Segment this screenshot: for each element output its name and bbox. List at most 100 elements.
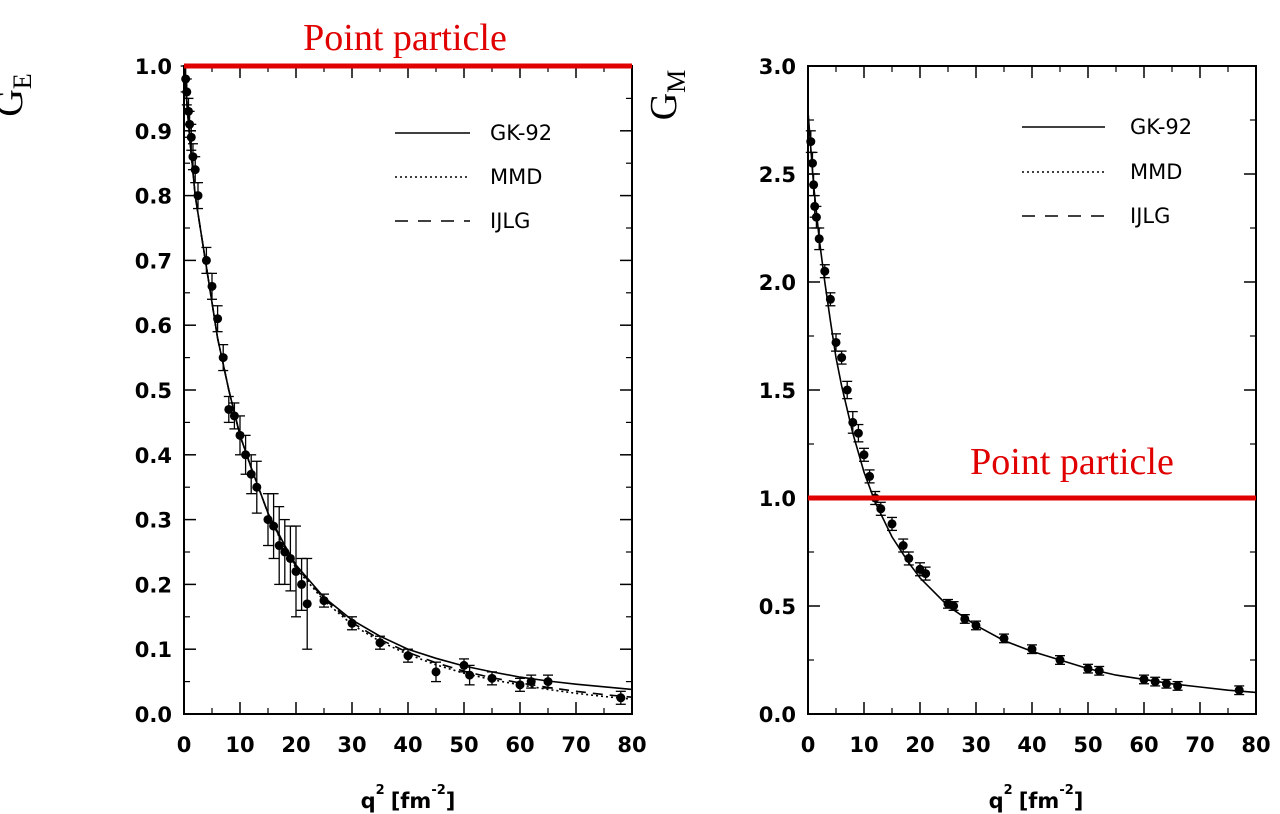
gm-data-point (876, 504, 886, 514)
ge-data-point (190, 165, 200, 175)
ge-data-point (229, 411, 239, 421)
ge-data-point (218, 353, 228, 363)
ge-data-point (285, 553, 295, 563)
gm-ylabel: GM (643, 70, 691, 121)
ge-data-point (263, 515, 273, 525)
gm-y-tick-label: 1.5 (759, 379, 796, 403)
ge-ylabel-sub: E (8, 73, 37, 89)
gm-ticks (807, 65, 1257, 715)
ge-data-points (180, 65, 626, 705)
gm-data-point (859, 450, 869, 460)
ge-data-point (274, 541, 284, 551)
gm-ylabel-sub: M (662, 70, 691, 93)
gm-data-point (999, 633, 1009, 643)
gm-legend-mmd: MMD (1130, 160, 1182, 184)
ge-xlabel-unit-sup: -2 (431, 783, 445, 798)
ge-data-point (487, 673, 497, 683)
ge-data-point (347, 618, 357, 628)
ge-xlabel-close: ] (446, 789, 456, 813)
ge-data-point (515, 680, 525, 690)
gm-data-point (811, 212, 821, 222)
ge-xlabel-main: q (361, 789, 376, 813)
ge-data-point (375, 638, 385, 648)
gm-chart: 0 10 20 30 40 50 60 70 80 0.0 0.5 1.0 1.5 2.0 2.5 3.0 G… (643, 55, 1271, 813)
ge-legend-mmd: MMD (490, 165, 542, 189)
gm-y-tick-label: 2.0 (759, 271, 796, 295)
ge-data-point (207, 281, 217, 291)
ge-ylabel: GE (0, 73, 37, 116)
ge-data-point (543, 677, 553, 687)
gm-data-point (814, 234, 824, 244)
gm-x-tick-label: 70 (1185, 733, 1214, 757)
ge-data-point (201, 255, 211, 265)
ge-x-tick-label: 70 (561, 733, 590, 757)
ge-curves (183, 65, 633, 700)
gm-data-point (853, 428, 863, 438)
gm-data-point (904, 553, 914, 563)
gm-x-tick-label: 40 (1017, 733, 1046, 757)
ge-y-tick-label: 0.8 (135, 185, 172, 209)
ge-data-point (459, 660, 469, 670)
gm-data-point (848, 417, 858, 427)
gm-data-points (805, 130, 1245, 696)
gm-data-point (887, 519, 897, 529)
ge-data-point (280, 547, 290, 557)
gm-legend: GK-92 MMD IJLG (1022, 115, 1192, 228)
ge-y-tick-label: 0.7 (135, 249, 172, 273)
ge-data-point (186, 132, 196, 142)
ge-legend: GK-92 MMD IJLG (395, 121, 552, 233)
ge-y-tick-label: 0.3 (135, 509, 172, 533)
gm-data-point (898, 541, 908, 551)
ge-chart: 0 10 20 30 40 50 60 70 80 0.0 0.1 0.2 0.3 0.4 0.5 0.6 0.… (0, 17, 647, 813)
gm-x-tick-label: 30 (961, 733, 990, 757)
ge-x-tick-label: 40 (393, 733, 422, 757)
gm-data-point (1055, 655, 1065, 665)
gm-xlabel-main: q (989, 789, 1004, 813)
gm-data-point (960, 614, 970, 624)
gm-data-point (1083, 664, 1093, 674)
gm-data-point (831, 337, 841, 347)
gm-data-point (806, 137, 816, 147)
ge-data-point (235, 430, 245, 440)
ge-data-point (224, 404, 234, 414)
ge-y-tick-label: 0.5 (135, 379, 172, 403)
ge-data-point (403, 651, 413, 661)
ge-x-tick-label: 50 (449, 733, 478, 757)
ge-curve-mmd (183, 65, 633, 700)
ge-x-tick-label: 20 (281, 733, 310, 757)
ge-x-tick-label: 80 (617, 733, 646, 757)
gm-data-point (820, 266, 830, 276)
ge-data-point (213, 314, 223, 324)
gm-data-point (809, 180, 819, 190)
ge-data-point (193, 191, 203, 201)
gm-xlabel-unit: [fm (1019, 789, 1060, 813)
ge-x-tick-label: 10 (225, 733, 254, 757)
ge-y-tick-label: 0.4 (135, 444, 172, 468)
gm-data-point (1173, 681, 1183, 691)
gm-xlabel-sup: 2 (1004, 783, 1013, 798)
ge-y-tick-label: 0.1 (135, 638, 172, 662)
ge-y-tick-label: 0.2 (135, 573, 172, 597)
ge-y-tick-label: 1.0 (135, 55, 172, 79)
gm-tick-labels: 0 10 20 30 40 50 60 70 80 0.0 0.5 1.0 1.5 2.0 2.5 3.0 (759, 55, 1271, 757)
gm-xlabel-close: ] (1074, 789, 1084, 813)
ge-data-point (246, 469, 256, 479)
ge-data-point (252, 482, 262, 492)
ge-ylabel-main: G (0, 89, 31, 116)
gm-data-point (1027, 644, 1037, 654)
gm-curve-gk92 (807, 111, 1257, 694)
gm-data-point (971, 620, 981, 630)
ge-y-tick-label: 0.0 (135, 703, 172, 727)
gm-data-point (825, 294, 835, 304)
gm-y-tick-label: 0.0 (759, 703, 796, 727)
ge-data-point (319, 596, 329, 606)
gm-data-point (921, 569, 931, 579)
gm-point-particle-label: Point particle (970, 441, 1174, 483)
ge-x-tick-label: 0 (177, 733, 192, 757)
gm-curves (807, 111, 1257, 694)
gm-x-tick-label: 20 (905, 733, 934, 757)
gm-x-tick-label: 10 (849, 733, 878, 757)
gm-y-tick-label: 0.5 (759, 595, 796, 619)
ge-xlabel: q2 [fm-2] (361, 783, 456, 813)
